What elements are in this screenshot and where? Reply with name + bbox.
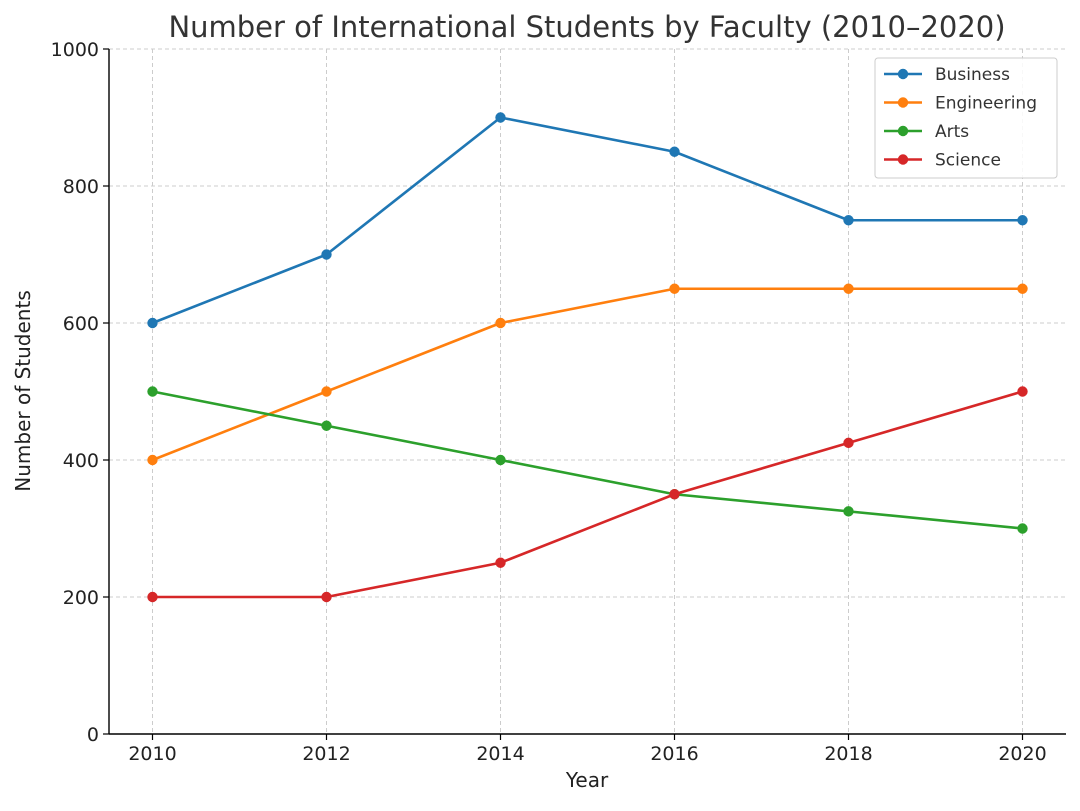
x-tick-label: 2012 [302,743,350,765]
x-tick-label: 2016 [650,743,698,765]
data-point-arts [495,454,506,466]
data-point-science [147,591,158,603]
y-tick-label: 600 [63,313,99,335]
series-layer [147,112,1028,603]
data-point-arts [843,506,854,517]
legend-swatch-marker [897,154,909,165]
legend-item-science: Science [884,151,1001,171]
data-point-business [495,112,506,123]
data-point-science [843,437,854,449]
legend-label: Engineering [935,94,1037,114]
series-line-science [151,390,1024,599]
legend-box [874,57,1058,179]
legend-swatch-marker [897,125,909,137]
data-point-engineering [669,283,680,294]
y-tick-label: 800 [63,176,99,198]
data-point-engineering [321,386,332,397]
axes: 2010 2012 2014 2016 2018 2020 0 200 400 600 800 100… [51,39,1066,765]
chart-title: Number of International Students by Facu… [168,10,1005,44]
data-point-business [843,215,854,226]
y-tick-label: 0 [87,724,99,746]
data-point-engineering [495,317,506,329]
legend-label: Arts [935,122,969,142]
data-point-business [321,249,332,260]
legend-item-engineering: Engineering [884,94,1037,114]
series-science [147,386,1028,603]
y-tick-label: 1000 [51,39,99,61]
data-point-science [1017,386,1028,397]
legend-item-business: Business [884,65,1010,85]
x-axis-label: Year [565,768,609,792]
data-point-arts [147,386,158,397]
data-point-business [1017,215,1028,226]
x-tick-label: 2010 [128,743,176,765]
x-tick-label: 2014 [476,743,524,765]
x-tick-label: 2018 [824,743,872,765]
legend-item-arts: Arts [884,122,969,142]
data-point-engineering [1017,283,1028,294]
y-axis-label: Number of Students [11,290,35,491]
series-line-business [151,116,1024,325]
legend-label: Business [935,65,1010,85]
data-point-arts [1017,523,1028,534]
data-point-business [669,146,680,157]
series-engineering [147,283,1028,466]
y-tick-label: 400 [63,450,99,472]
data-point-science [669,489,680,500]
y-tick-label: 200 [63,587,99,609]
series-line-arts [151,390,1024,530]
x-tick-label: 2020 [998,743,1046,765]
legend-swatch-marker [897,68,909,80]
legend-label: Science [935,151,1001,171]
series-business [147,112,1028,329]
data-point-business [147,317,158,329]
data-point-science [495,557,506,568]
series-line-engineering [151,287,1024,462]
data-point-science [321,591,332,603]
data-point-engineering [843,283,854,294]
legend: Business Engineering Arts Science [874,57,1058,179]
data-point-engineering [147,454,158,466]
data-point-arts [321,420,332,431]
legend-swatch-marker [897,97,909,108]
